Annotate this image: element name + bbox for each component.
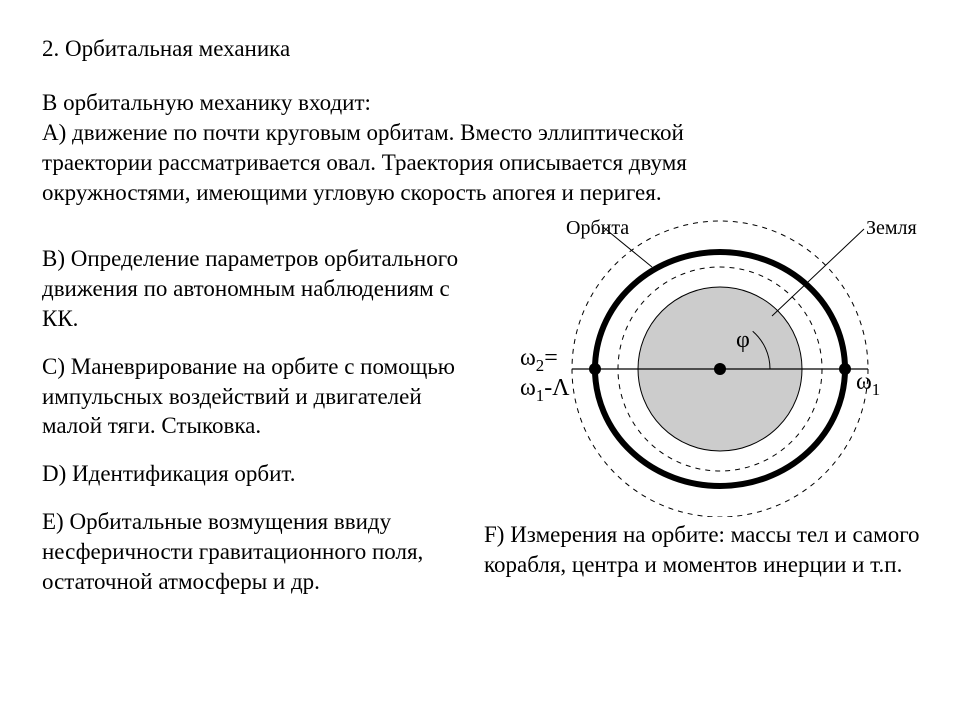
omega2-line2: ω1-Λ <box>520 375 570 401</box>
phi-symbol: φ <box>736 327 750 354</box>
intro-line-1: В орбитальную механику входит: <box>42 90 371 115</box>
item-e: E) Орбитальные возмущения ввиду несферич… <box>42 507 468 597</box>
omega1-base: ω <box>856 369 872 395</box>
right-orbit-dot <box>839 363 851 375</box>
omega2-symbol-block: ω2= ω1-Λ <box>520 345 570 405</box>
section-heading: 2. Орбитальная механика <box>42 36 290 62</box>
intro-line-4: окружностями, имеющими угловую скорость … <box>42 180 662 205</box>
omega2-l2-sub: 1 <box>536 386 544 405</box>
earth-label: Земля <box>866 217 917 240</box>
omega1-sub: 1 <box>872 380 880 399</box>
center-dot <box>714 363 726 375</box>
intro-line-3: траектории рассматривается овал. Траекто… <box>42 150 687 175</box>
item-f: F) Измерения на орбите: массы тел и само… <box>484 520 924 580</box>
item-b: B) Определение параметров орбитального д… <box>42 244 468 334</box>
omega1-symbol: ω1 <box>856 369 880 400</box>
omega2-line1: ω2= <box>520 345 558 371</box>
left-orbit-dot <box>589 363 601 375</box>
orbit-diagram: Орбита Земля φ ω1 ω2= ω1-Λ <box>484 217 944 517</box>
omega2-l1-post: = <box>544 345 558 371</box>
omega2-l2-pre: ω <box>520 375 536 401</box>
omega2-l1-sub: 2 <box>536 356 544 375</box>
item-d: D) Идентификация орбит. <box>42 459 468 489</box>
omega2-l1-pre: ω <box>520 345 536 371</box>
intro-paragraph: В орбитальную механику входит: А) движен… <box>42 88 922 208</box>
omega2-l2-post: -Λ <box>544 375 569 401</box>
intro-line-2: А) движение по почти круговым орбитам. В… <box>42 120 684 145</box>
left-column: B) Определение параметров орбитального д… <box>42 244 468 615</box>
orbit-label: Орбита <box>566 217 629 240</box>
item-c: C) Маневрирование на орбите с помощью им… <box>42 352 468 442</box>
